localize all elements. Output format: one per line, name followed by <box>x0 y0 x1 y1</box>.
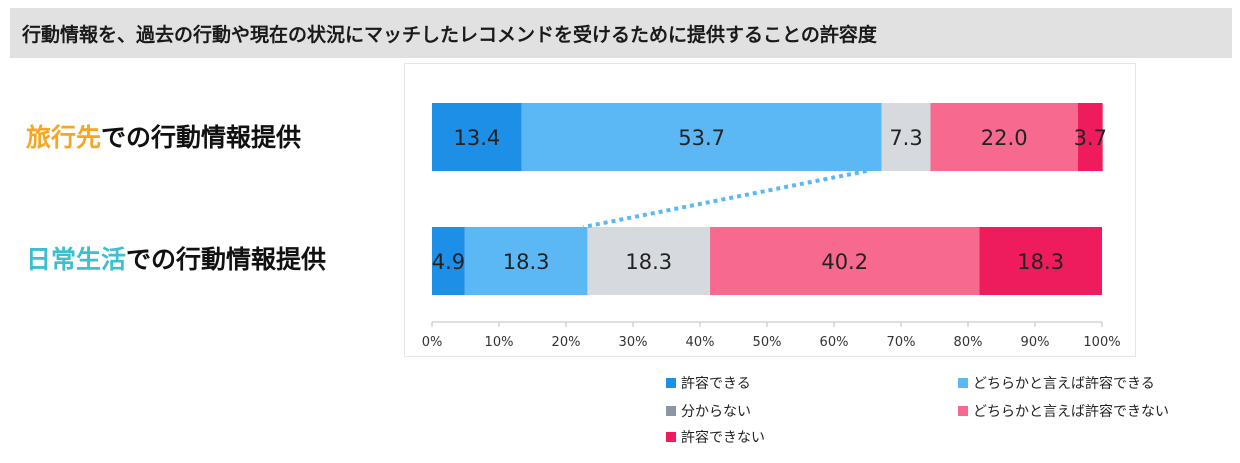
data-label-r0-s0: 13.4 <box>454 126 501 150</box>
x-tick-label-6: 60% <box>820 335 849 350</box>
bar-segment-r1-s2 <box>587 227 711 295</box>
data-label-r1-s2: 18.3 <box>625 250 672 274</box>
row-label-travel: 旅行先での行動情報提供 <box>26 118 301 154</box>
legend-label-1: どちらかと言えば許容できる <box>973 376 1155 392</box>
legend-swatch-2 <box>666 406 676 416</box>
legend-swatch-3 <box>958 406 968 416</box>
data-label-r0-s1: 53.7 <box>678 126 725 150</box>
row-label-daily: 日常生活での行動情報提供 <box>26 240 326 276</box>
data-label-r1-s4: 18.3 <box>1017 250 1064 274</box>
row-label-travel-rest: での行動情報提供 <box>101 123 302 152</box>
legend-swatch-1 <box>958 378 968 388</box>
bar-segment-r0-s4 <box>1077 103 1103 171</box>
legend-label-0: 許容できる <box>681 376 751 392</box>
bar-segments: 13.4 53.7 7.3 22.0 3.7 4.9 18.3 18.3 40.2 18.3 <box>432 103 1107 295</box>
legend-label-2: 分からない <box>681 404 751 420</box>
row-label-daily-highlight: 日常生活 <box>26 245 127 274</box>
connector-dotted-line <box>583 169 867 229</box>
x-tick-label-5: 50% <box>753 335 782 350</box>
chart-title-bar: 行動情報を、過去の行動や現在の状況にマッチしたレコメンドを受けるために提供するこ… <box>10 8 1232 58</box>
bar-segment-r1-s0 <box>432 227 465 295</box>
data-label-r1-s3: 40.2 <box>821 250 868 274</box>
legend-label-4: 許容できない <box>681 430 765 446</box>
legend-swatch-0 <box>666 378 676 388</box>
bar-segment-r0-s0 <box>432 103 522 171</box>
x-tick-label-3: 30% <box>619 335 648 350</box>
legend-item-2: 分からない <box>666 401 751 421</box>
legend-swatch-4 <box>666 432 676 442</box>
x-axis: 0% 10% 20% 30% 40% 50% 60% 70% 80% 90% 100% <box>422 321 1121 350</box>
x-tick-label-1: 10% <box>485 335 514 350</box>
row-label-travel-highlight: 旅行先 <box>26 123 102 152</box>
bar-segment-r1-s3 <box>710 227 980 295</box>
legend-item-0: 許容できる <box>666 373 751 393</box>
data-label-r1-s1: 18.3 <box>503 250 550 274</box>
x-tick-label-10: 100% <box>1083 335 1120 350</box>
connector-line <box>583 169 867 229</box>
x-tick-label-8: 80% <box>954 335 983 350</box>
x-tick-label-2: 20% <box>552 335 581 350</box>
x-tick-label-4: 40% <box>686 335 715 350</box>
bar-segment-r1-s4 <box>979 227 1102 295</box>
data-label-r0-s2: 7.3 <box>889 126 922 150</box>
x-tick-label-7: 70% <box>887 335 916 350</box>
row-label-daily-rest: での行動情報提供 <box>126 245 327 274</box>
bar-segment-r0-s1 <box>521 103 882 171</box>
data-label-r0-s4: 3.7 <box>1074 126 1107 150</box>
data-label-r1-s0: 4.9 <box>432 250 465 274</box>
legend-item-4: 許容できない <box>666 427 765 447</box>
chart-title: 行動情報を、過去の行動や現在の状況にマッチしたレコメンドを受けるために提供するこ… <box>22 24 877 46</box>
x-tick-label-9: 90% <box>1021 335 1050 350</box>
data-label-r0-s3: 22.0 <box>981 126 1028 150</box>
legend-item-1: どちらかと言えば許容できる <box>958 373 1155 393</box>
legend-label-3: どちらかと言えば許容できない <box>973 404 1169 420</box>
legend-item-3: どちらかと言えば許容できない <box>958 401 1169 421</box>
bar-segment-r0-s3 <box>930 103 1078 171</box>
bar-segment-r0-s2 <box>881 103 931 171</box>
bar-segment-r1-s1 <box>464 227 588 295</box>
x-tick-label-0: 0% <box>422 335 443 350</box>
